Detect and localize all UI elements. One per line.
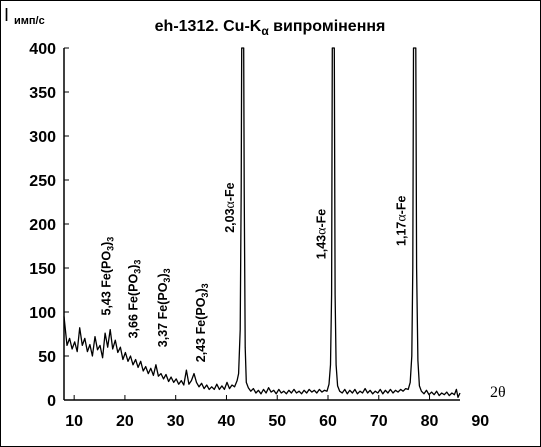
x-axis-label: 2θ bbox=[490, 384, 506, 401]
y-tick-label: 0 bbox=[47, 393, 56, 410]
y-tick-label: 350 bbox=[29, 85, 56, 102]
peak-annotation-5: 1,43α-Fe bbox=[315, 209, 330, 259]
y-tick-label: 200 bbox=[29, 217, 56, 234]
x-tick-label: 40 bbox=[218, 413, 236, 430]
peak-annotation-1: 3,66 Fe(PO3)3 bbox=[127, 260, 143, 339]
peak-annotation-4: 2,03α-Fe bbox=[223, 182, 238, 232]
y-tick-label: 100 bbox=[29, 305, 56, 322]
peak-annotation-6: 1,17α-Fe bbox=[395, 196, 410, 246]
series-line-0 bbox=[63, 47, 461, 399]
y-tick-label: 50 bbox=[38, 349, 56, 366]
chart-title: eh-1312. Cu-Kα випромінення bbox=[155, 18, 386, 38]
x-tick-label: 50 bbox=[268, 413, 286, 430]
y-tick-label: 250 bbox=[29, 173, 56, 190]
x-tick-label: 90 bbox=[471, 413, 489, 430]
peak-annotation-3: 2,43 Fe(PO3)3 bbox=[194, 283, 210, 362]
x-tick-label: 30 bbox=[167, 413, 185, 430]
peak-annotation-2: 3,37 Fe(PO3)3 bbox=[156, 268, 172, 347]
x-tick-label: 70 bbox=[370, 413, 388, 430]
peak-annotation-0: 5,43 Fe(PO3)3 bbox=[100, 237, 116, 316]
x-tick-label: 20 bbox=[116, 413, 134, 430]
x-tick-label: 10 bbox=[65, 413, 83, 430]
y-tick-label: 150 bbox=[29, 261, 56, 278]
y-tick-label: 300 bbox=[29, 129, 56, 146]
x-tick-label: 80 bbox=[421, 413, 439, 430]
x-tick-label: 60 bbox=[319, 413, 337, 430]
y-tick-label: 400 bbox=[29, 41, 56, 58]
